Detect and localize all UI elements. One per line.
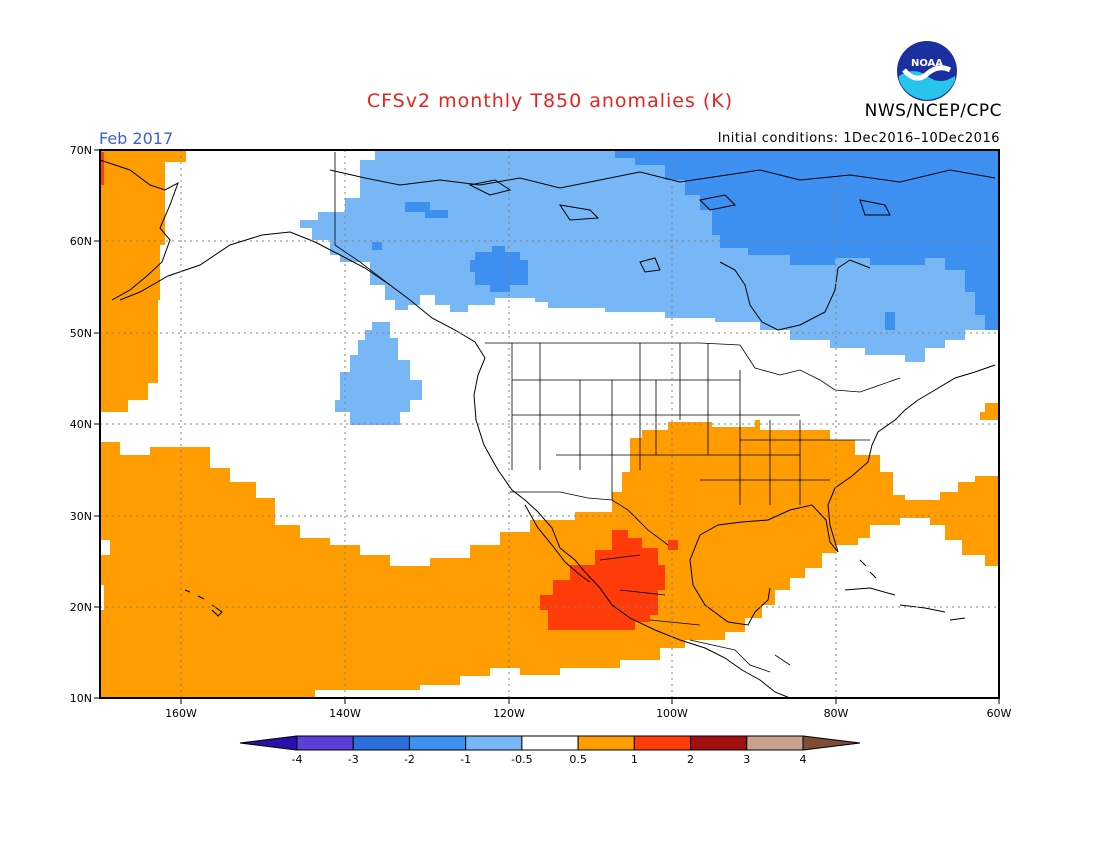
legend-label: -3 [348, 753, 359, 766]
cool-anomaly-strong-central [470, 246, 528, 292]
lat-label: 30N [70, 510, 92, 523]
mexico-states [599, 554, 736, 651]
cool-anomaly-strong-small [405, 202, 448, 218]
bahamas [859, 559, 877, 579]
legend-label: 4 [800, 753, 807, 766]
anomaly-fields [100, 150, 999, 698]
map-panel [94, 149, 1000, 704]
legend-label: -1 [460, 753, 471, 766]
graticule [100, 150, 999, 698]
legend-swatch [521, 735, 579, 751]
legend-swatch [633, 735, 692, 751]
border-alaska-canada [334, 152, 391, 286]
lat-label: 40N [70, 418, 92, 431]
white-gap-west [100, 540, 110, 555]
warm-anomaly-east-bay [980, 403, 999, 420]
lat-label: 60N [70, 235, 92, 248]
legend-swatch [690, 735, 748, 751]
agency-label: NWS/NCEP/CPC [864, 101, 1002, 121]
valid-month: Feb 2017 [99, 129, 174, 148]
legend-swatch [352, 735, 410, 751]
color-legend: -4 -3 -2 -1 -0.5 0.5 1 2 3 4 [239, 735, 861, 766]
lon-label: 140W [329, 707, 361, 720]
lat-label: 20N [70, 601, 92, 614]
hawaii [184, 589, 223, 617]
legend-label: 3 [743, 753, 750, 766]
legend-swatch [296, 735, 354, 751]
coast-hudson [719, 259, 871, 331]
legend-label: 2 [687, 753, 694, 766]
cool-anomaly-strong-tiny [372, 242, 382, 250]
central-america [734, 649, 791, 673]
tick-marks [94, 149, 1000, 704]
coast-gulf [689, 504, 839, 626]
caribbean-islands [844, 587, 966, 621]
lat-label: 10N [70, 692, 92, 705]
coastlines [99, 159, 996, 699]
latitude-labels: 70N 60N 50N 40N 30N 20N 10N [70, 144, 92, 705]
legend-swatch-min [239, 735, 298, 751]
cool-anomaly-strong-east [885, 312, 895, 330]
lon-label: 160W [165, 707, 197, 720]
coast-west [473, 357, 791, 699]
hot-anomaly-mexico [540, 530, 665, 630]
warm-anomaly-west-edge [100, 150, 186, 412]
hot-anomaly-small [668, 540, 678, 550]
warm-anomaly-pacific [100, 420, 999, 698]
border-us-canada [485, 342, 901, 393]
cool-anomaly-pacific-lobe [335, 322, 422, 425]
coast-baja [524, 504, 591, 583]
coast-east [827, 364, 996, 553]
lon-label: 60W [987, 707, 1012, 720]
chart-title: CFSv2 monthly T850 anomalies (K) [366, 90, 734, 112]
political-borders [334, 152, 901, 673]
coast-alaska [99, 159, 486, 359]
legend-swatch [746, 735, 804, 751]
legend-swatch-max [802, 735, 861, 751]
legend-swatch [577, 735, 635, 751]
lon-label: 120W [493, 707, 525, 720]
us-state-grid [511, 343, 870, 505]
lat-label: 50N [70, 327, 92, 340]
legend-label: -4 [292, 753, 303, 766]
coast-arctic [329, 169, 996, 189]
islands-arctic [468, 179, 891, 273]
longitude-labels: 160W 140W 120W 100W 80W 60W [165, 707, 1011, 720]
legend-label: 1 [631, 753, 638, 766]
legend-swatch [465, 735, 523, 751]
legend-label: -2 [404, 753, 415, 766]
noaa-logo: NOAA [897, 41, 957, 101]
legend-swatch [408, 735, 467, 751]
lon-label: 100W [656, 707, 688, 720]
cool-anomaly-strong-northeast [615, 150, 999, 330]
legend-label: 0.5 [569, 753, 587, 766]
initial-conditions: Initial conditions: 1Dec2016–10Dec2016 [717, 131, 1000, 146]
legend-label: -0.5 [511, 753, 532, 766]
logo-text: NOAA [911, 58, 943, 69]
lon-label: 80W [824, 707, 849, 720]
lat-label: 70N [70, 144, 92, 157]
